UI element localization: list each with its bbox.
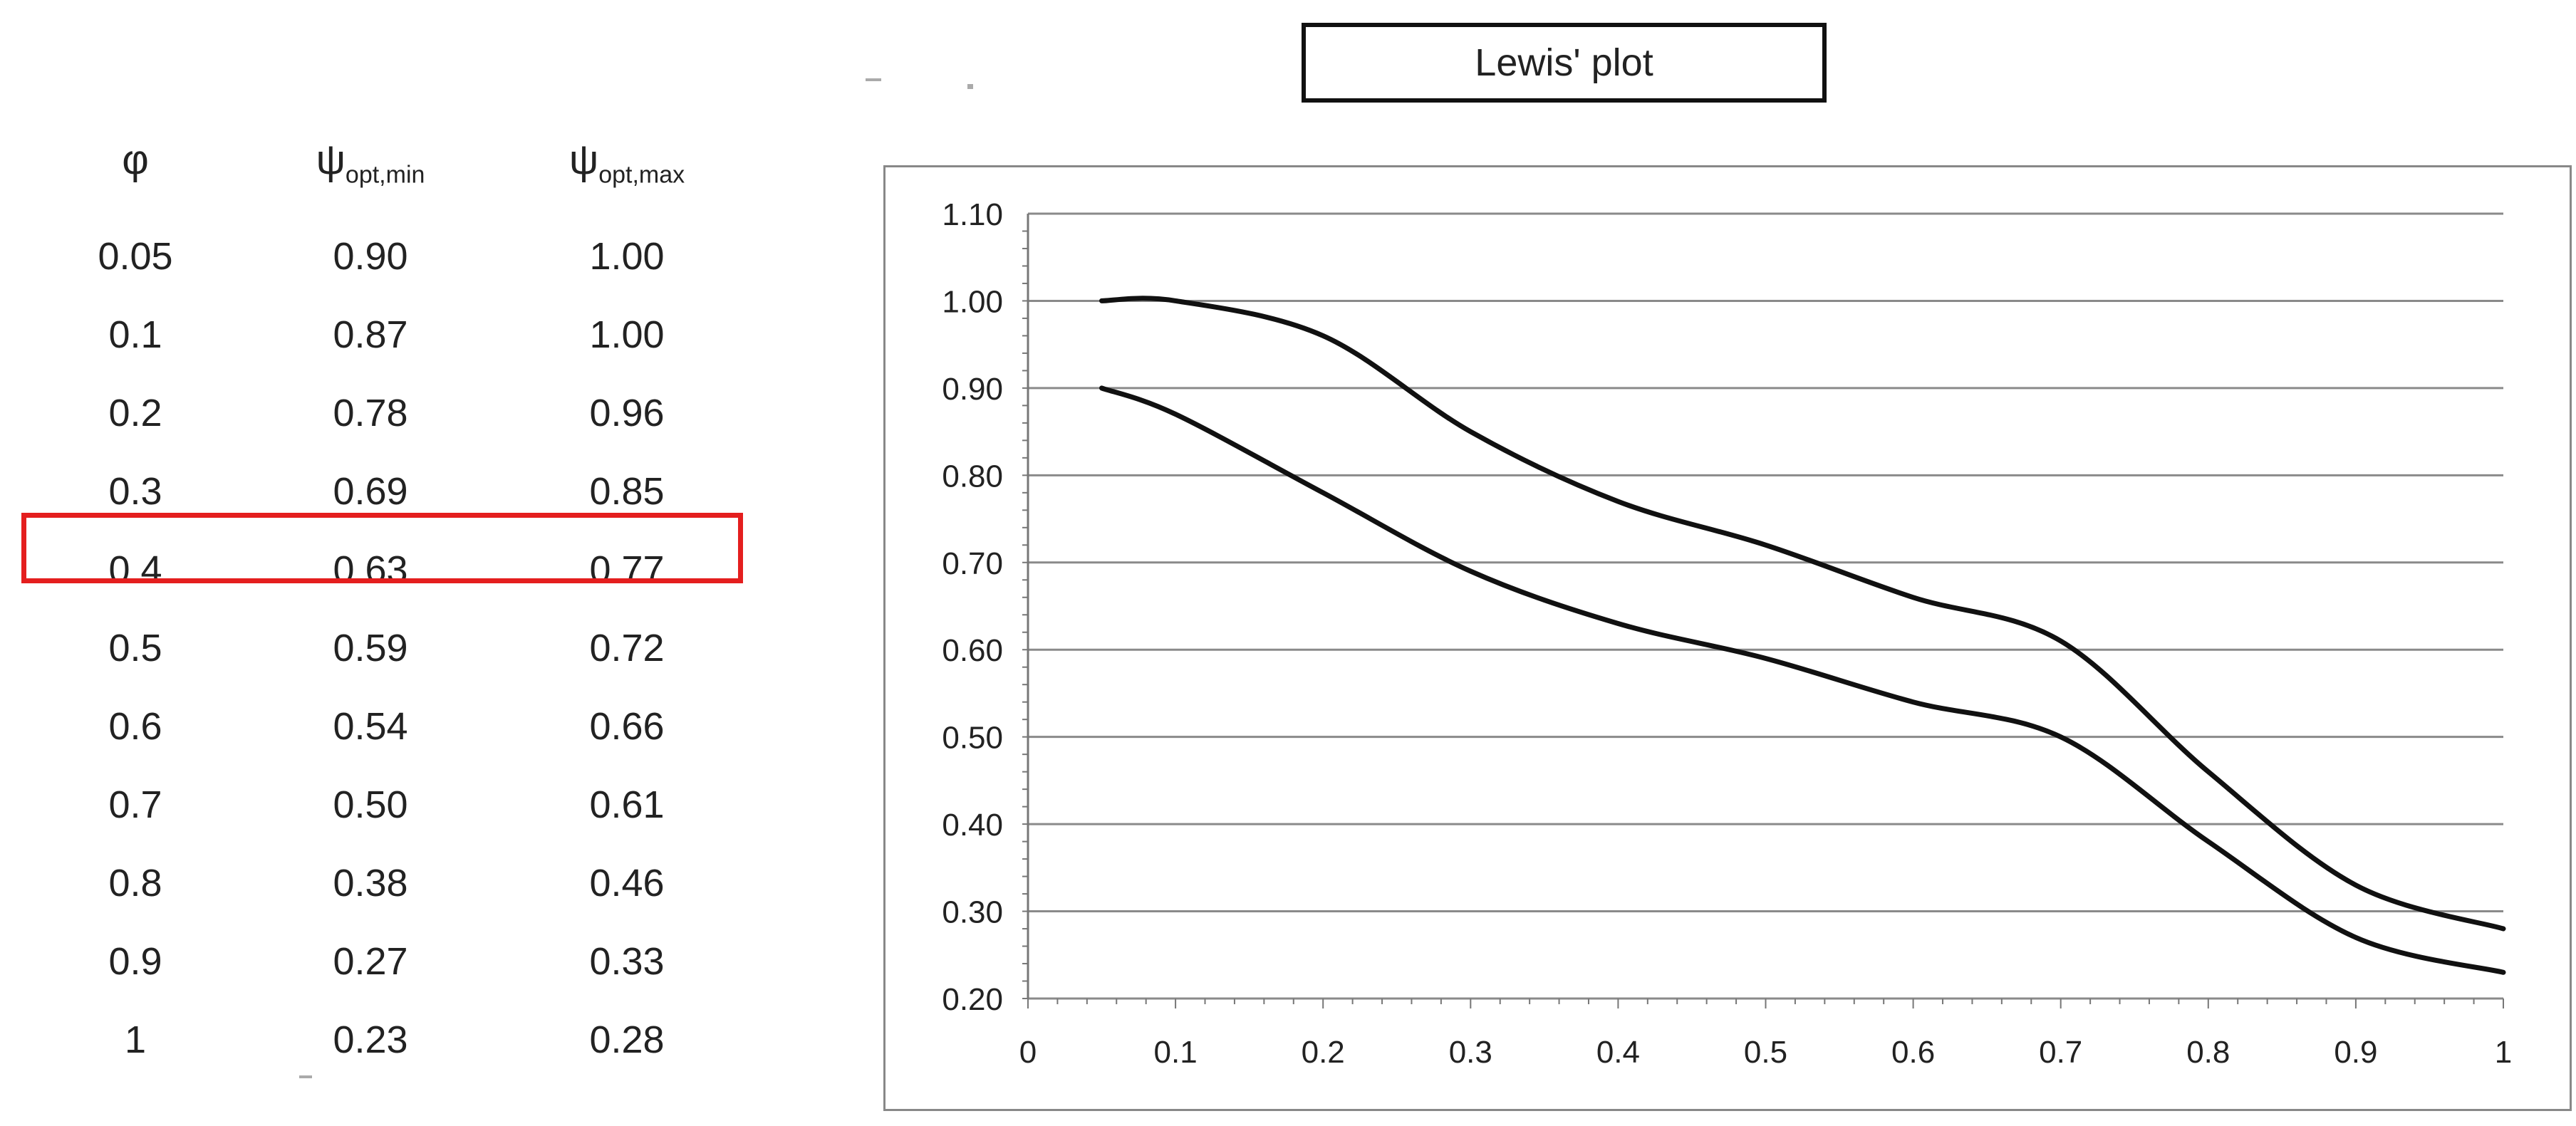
y-tick-label: 1.00 — [942, 284, 1003, 319]
table-row: 0.9 0.27 0.33 — [28, 922, 741, 1001]
table-row: 0.1 0.87 1.00 — [28, 296, 741, 374]
psi-min-cell: 0.59 — [333, 627, 408, 669]
x-tick-label: 0.9 — [2334, 1035, 2377, 1070]
table-header-row: φ ψopt,min ψopt,max — [28, 132, 741, 217]
x-tick-label: 0.3 — [1449, 1035, 1492, 1070]
table-row: 0.4 0.63 0.77 — [28, 531, 741, 609]
phi-cell: 0.8 — [108, 862, 162, 905]
phi-cell: 0.5 — [108, 627, 162, 669]
phi-cell: 0.7 — [108, 783, 162, 826]
row-highlight-box — [21, 513, 743, 583]
psi-max-cell: 0.66 — [589, 705, 665, 748]
x-tick-label: 0.5 — [1744, 1035, 1787, 1070]
scan-speck — [299, 1075, 312, 1078]
series-line-min — [1099, 385, 2506, 975]
y-tick-label: 1.10 — [942, 197, 1003, 232]
chart-title: Lewis' plot — [1302, 23, 1827, 103]
x-tick-label: 0.4 — [1596, 1035, 1640, 1070]
x-tick-label: 1 — [2495, 1035, 2512, 1070]
y-tick-label: 0.40 — [942, 808, 1003, 843]
psi-max-cell: 0.33 — [589, 940, 665, 983]
psi-min-cell: 0.78 — [333, 392, 408, 434]
psi-max-cell: 0.28 — [589, 1018, 665, 1061]
table-row: 0.3 0.69 0.85 — [28, 452, 741, 531]
table-row: 0.7 0.50 0.61 — [28, 766, 741, 844]
psi-max-cell: 1.00 — [589, 313, 665, 356]
phi-cell: 0.4 — [108, 548, 162, 591]
psi-max-cell: 0.85 — [589, 470, 665, 513]
psi-max-cell: 0.72 — [589, 627, 665, 669]
table-row: 0.6 0.54 0.66 — [28, 687, 741, 766]
table-row: 0.2 0.78 0.96 — [28, 374, 741, 452]
psi-min-cell: 0.27 — [333, 940, 408, 983]
phi-cell: 0.3 — [108, 470, 162, 513]
x-tick-label: 0.7 — [2039, 1035, 2082, 1070]
table-row: 0.8 0.38 0.46 — [28, 844, 741, 922]
psi-min-cell: 0.90 — [333, 235, 408, 278]
scan-speck — [866, 78, 881, 81]
y-tick-label: 0.30 — [942, 895, 1003, 930]
phi-cell: 0.2 — [108, 392, 162, 434]
phi-cell: 0.1 — [108, 313, 162, 356]
table-row: 1 0.23 0.28 — [28, 1001, 741, 1079]
y-tick-label: 0.20 — [942, 982, 1003, 1017]
psi-max-cell: 0.96 — [589, 392, 665, 434]
psi-min-cell: 0.23 — [333, 1018, 408, 1061]
x-tick-label: 0 — [1019, 1035, 1037, 1070]
table-body: 0.05 0.90 1.00 0.1 0.87 1.00 0.2 0.78 0.96 0.3 0.6… — [28, 217, 741, 1079]
phi-cell: 0.9 — [108, 940, 162, 983]
y-tick-label: 0.50 — [942, 721, 1003, 756]
y-tick-label: 0.70 — [942, 546, 1003, 581]
scan-speck — [967, 84, 973, 89]
data-table: φ ψopt,min ψopt,max 0.05 0.90 1.00 0.1 0.87 1… — [28, 132, 741, 1079]
table-row: 0.05 0.90 1.00 — [28, 217, 741, 296]
psi-max-cell: 0.77 — [589, 548, 665, 591]
x-tick-label: 0.1 — [1154, 1035, 1198, 1070]
x-tick-label: 0.2 — [1302, 1035, 1345, 1070]
chart-frame — [883, 165, 2572, 1111]
series-line-max — [1099, 296, 2506, 932]
phi-cell: 0.6 — [108, 705, 162, 748]
table-row: 0.5 0.59 0.72 — [28, 609, 741, 687]
psi-min-cell: 0.69 — [333, 470, 408, 513]
x-tick-label: 0.8 — [2186, 1035, 2230, 1070]
psi-max-cell: 0.46 — [589, 862, 665, 905]
header-psi-opt-min: ψopt,min — [316, 137, 425, 189]
y-tick-label: 0.60 — [942, 633, 1003, 668]
x-tick-label: 0.6 — [1891, 1035, 1935, 1070]
phi-cell: 1 — [124, 1018, 147, 1061]
psi-min-cell: 0.38 — [333, 862, 408, 905]
phi-cell: 0.05 — [98, 235, 173, 278]
psi-min-cell: 0.50 — [333, 783, 408, 826]
header-psi-opt-max: ψopt,max — [568, 137, 685, 189]
psi-min-cell: 0.54 — [333, 705, 408, 748]
psi-max-cell: 1.00 — [589, 235, 665, 278]
y-tick-label: 0.80 — [942, 459, 1003, 494]
header-phi: φ — [122, 137, 149, 183]
psi-min-cell: 0.63 — [333, 548, 408, 591]
y-tick-label: 0.90 — [942, 372, 1003, 407]
psi-max-cell: 0.61 — [589, 783, 665, 826]
psi-min-cell: 0.87 — [333, 313, 408, 356]
